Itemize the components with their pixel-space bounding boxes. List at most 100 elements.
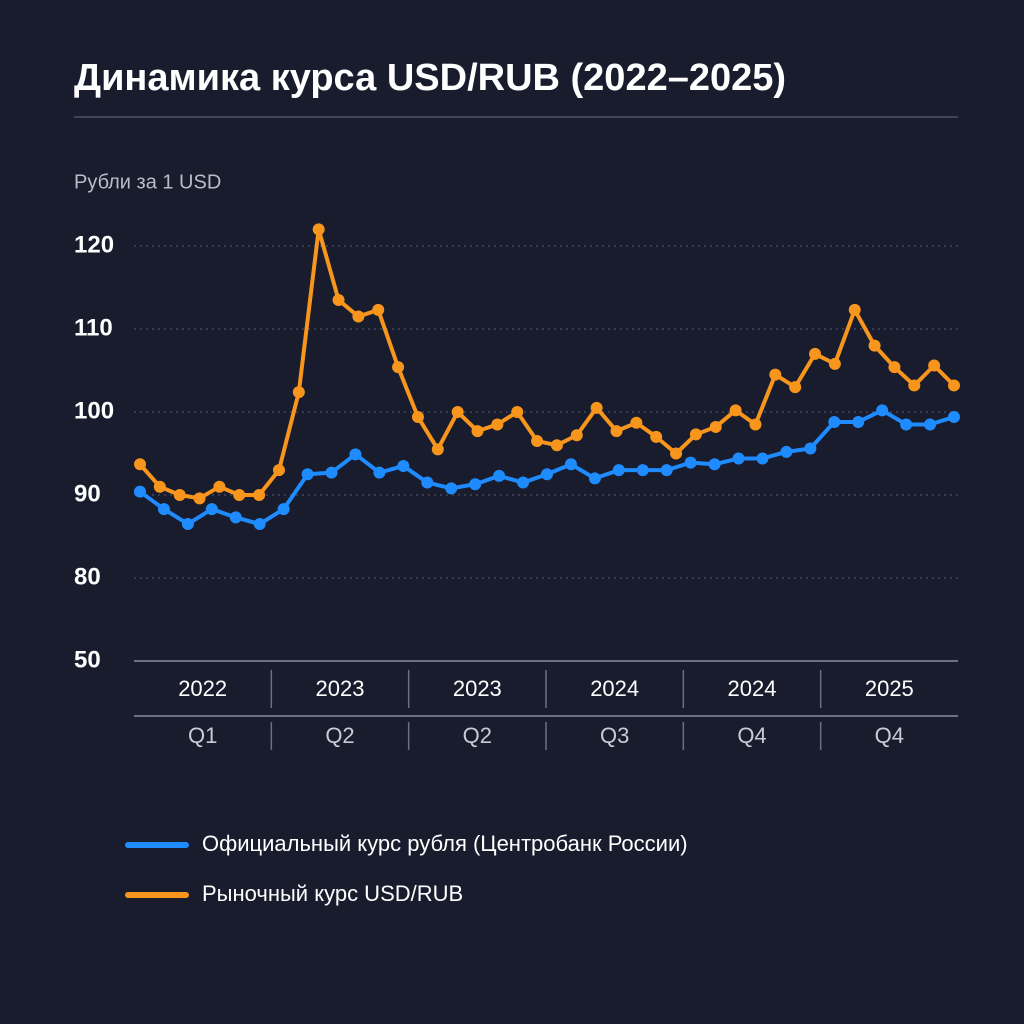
data-point [272, 464, 285, 477]
data-point [769, 368, 782, 381]
data-point [157, 503, 170, 516]
data-point [373, 466, 386, 479]
y-axis-label: Рубли за 1 USD [74, 171, 221, 193]
data-point [292, 386, 305, 399]
data-point [312, 223, 325, 236]
data-point [471, 425, 484, 438]
chart-title: Динамика курса USD/RUB (2022–2025) [74, 57, 786, 99]
data-point [511, 406, 524, 418]
x-subtick-label: Q4 [875, 723, 904, 748]
data-point [804, 442, 817, 455]
data-point [491, 418, 504, 431]
data-point [349, 448, 362, 461]
x-subtick-label: Q3 [600, 723, 629, 748]
y-tick-label: 100 [74, 397, 114, 424]
data-point [205, 503, 218, 516]
data-point [229, 511, 242, 524]
data-point [451, 406, 464, 418]
data-point [689, 428, 702, 441]
data-point [392, 361, 405, 374]
data-point [828, 357, 841, 370]
data-point [352, 310, 365, 323]
x-tick-label: 2024 [728, 676, 777, 701]
data-point [193, 492, 206, 505]
data-point [173, 489, 186, 501]
data-point [469, 478, 482, 491]
data-point [900, 418, 913, 431]
data-point [445, 482, 458, 495]
data-point [325, 466, 338, 479]
legend-label: Официальный курс рубля (Центробанк Росси… [202, 831, 688, 856]
x-subtick-label: Q4 [737, 723, 766, 748]
data-point [708, 458, 721, 471]
data-point [684, 456, 697, 469]
data-point [253, 489, 266, 501]
data-point [756, 452, 769, 465]
data-point [233, 489, 246, 501]
data-point [610, 425, 623, 438]
x-tick-label: 2023 [316, 676, 365, 701]
data-point [397, 459, 410, 472]
data-point [421, 476, 434, 489]
data-point [134, 458, 146, 471]
data-point [729, 404, 742, 417]
data-point [888, 361, 901, 374]
x-tick-label: 2025 [865, 676, 914, 701]
data-point [181, 518, 194, 531]
data-point [570, 429, 583, 442]
data-point [848, 303, 861, 316]
data-point [301, 468, 314, 481]
data-point [908, 379, 921, 392]
y-tick-label: 120 [74, 231, 114, 258]
y-tick-label: 90 [74, 480, 101, 507]
y-tick-label: 50 [74, 646, 101, 673]
data-point [253, 518, 266, 531]
data-point [650, 430, 663, 443]
data-point [277, 503, 290, 516]
data-point [660, 464, 673, 477]
data-point [828, 415, 841, 428]
data-point [789, 381, 802, 394]
data-point [493, 469, 506, 482]
x-tick-label: 2023 [453, 676, 502, 701]
legend-label: Рыночный курс USD/RUB [202, 881, 463, 906]
data-point [517, 476, 530, 489]
data-point [153, 480, 166, 493]
data-point [372, 303, 385, 316]
x-subtick-label: Q1 [188, 723, 217, 748]
data-point [809, 347, 822, 360]
data-point [948, 379, 960, 392]
data-point [332, 293, 345, 306]
y-tick-label: 80 [74, 563, 101, 590]
data-point [134, 485, 146, 498]
data-point [948, 410, 960, 423]
data-point [564, 458, 577, 471]
data-point [709, 420, 722, 433]
data-point [780, 445, 793, 458]
x-tick-label: 2022 [178, 676, 227, 701]
data-point [868, 339, 881, 352]
y-tick-label: 110 [74, 314, 113, 341]
data-point [924, 418, 937, 431]
data-point [630, 416, 643, 429]
data-point [588, 472, 601, 485]
data-point [876, 404, 889, 417]
data-point [852, 415, 865, 428]
data-point [431, 443, 444, 456]
x-subtick-label: Q2 [325, 723, 354, 748]
data-point [612, 464, 625, 477]
data-point [531, 435, 544, 448]
data-point [636, 464, 649, 477]
data-point [541, 468, 553, 481]
data-point [590, 401, 603, 414]
data-point [928, 359, 941, 372]
data-point [550, 439, 563, 452]
data-point [213, 480, 226, 493]
x-tick-label: 2024 [590, 676, 639, 701]
data-point [411, 410, 424, 423]
x-subtick-label: Q2 [463, 723, 492, 748]
data-point [670, 447, 683, 460]
data-point [749, 418, 762, 431]
data-point [732, 452, 745, 465]
